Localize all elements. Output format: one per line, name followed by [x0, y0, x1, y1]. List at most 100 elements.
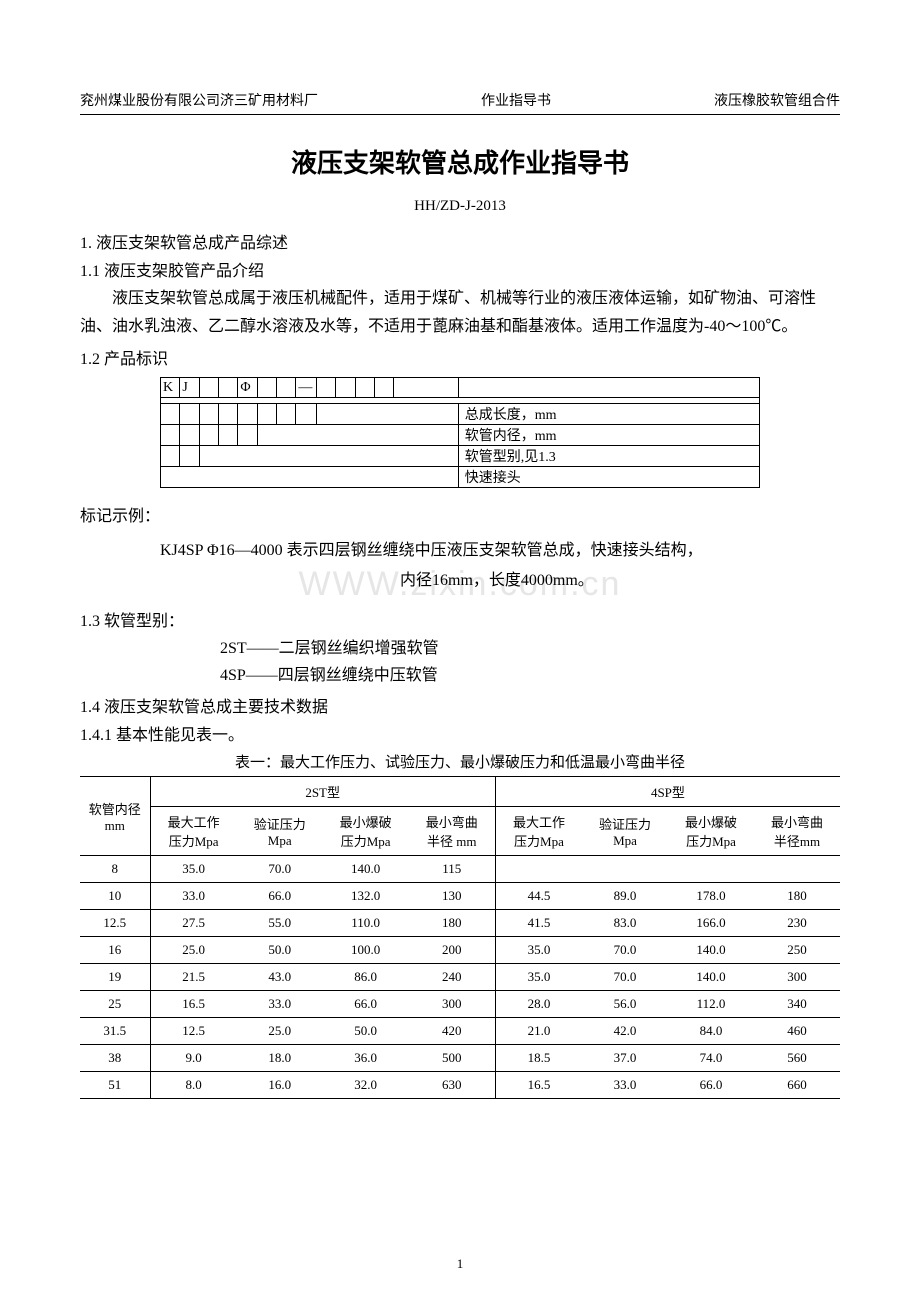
- section-1-4-1: 1.4.1 基本性能见表一。: [80, 721, 840, 745]
- th-2st-maxwork: 最大工作压力Mpa: [150, 807, 237, 856]
- table-cell: 16.0: [237, 1072, 323, 1099]
- table-cell: 74.0: [668, 1045, 754, 1072]
- table-cell: 16.5: [495, 1072, 582, 1099]
- table-cell: 36.0: [323, 1045, 409, 1072]
- table-cell: 660: [754, 1072, 840, 1099]
- th-2st-verify: 验证压力Mpa: [237, 807, 323, 856]
- document-title: 液压支架软管总成作业指导书: [80, 143, 840, 180]
- table-row: 389.018.036.050018.537.074.0560: [80, 1045, 840, 1072]
- table-cell: 27.5: [150, 910, 237, 937]
- table-cell: 66.0: [668, 1072, 754, 1099]
- table-cell: 10: [80, 883, 150, 910]
- table-cell: [495, 856, 582, 883]
- table-cell: 33.0: [150, 883, 237, 910]
- th-4sp-bend: 最小弯曲半径mm: [754, 807, 840, 856]
- hose-type-list: 2ST——二层钢丝编织增强软管 4SP——四层钢丝缠绕中压软管: [220, 635, 840, 689]
- mark-cell-k: K: [161, 378, 180, 398]
- table-row: 1033.066.0132.013044.589.0178.0180: [80, 883, 840, 910]
- table-cell: 42.0: [582, 1018, 668, 1045]
- table-cell: 178.0: [668, 883, 754, 910]
- table-cell: 12.5: [150, 1018, 237, 1045]
- table-cell: 340: [754, 991, 840, 1018]
- table-cell: 50.0: [237, 937, 323, 964]
- intro-paragraph: 液压支架软管总成属于液压机械配件，适用于煤矿、机械等行业的液压液体运输，如矿物油…: [80, 285, 840, 341]
- table-cell: 84.0: [668, 1018, 754, 1045]
- table-row: 12.527.555.0110.018041.583.0166.0230: [80, 910, 840, 937]
- table-cell: 230: [754, 910, 840, 937]
- table-cell: 25: [80, 991, 150, 1018]
- table-cell: 33.0: [582, 1072, 668, 1099]
- header-center: 作业指导书: [481, 90, 551, 110]
- table-cell: 180: [754, 883, 840, 910]
- table-cell: 180: [409, 910, 496, 937]
- table-cell: 300: [409, 991, 496, 1018]
- section-1-1: 1.1 液压支架胶管产品介绍: [80, 257, 840, 281]
- table-cell: 28.0: [495, 991, 582, 1018]
- table-cell: 83.0: [582, 910, 668, 937]
- th-4sp-burst: 最小爆破压力Mpa: [668, 807, 754, 856]
- table-cell: [754, 856, 840, 883]
- table-row: 518.016.032.063016.533.066.0660: [80, 1072, 840, 1099]
- table-row: 1625.050.0100.020035.070.0140.0250: [80, 937, 840, 964]
- section-1-3: 1.3 软管型别：: [80, 607, 840, 631]
- table-cell: 86.0: [323, 964, 409, 991]
- table-cell: 89.0: [582, 883, 668, 910]
- table-cell: 112.0: [668, 991, 754, 1018]
- table-cell: 12.5: [80, 910, 150, 937]
- table-cell: 33.0: [237, 991, 323, 1018]
- table-cell: 50.0: [323, 1018, 409, 1045]
- table-cell: 500: [409, 1045, 496, 1072]
- table-cell: 140.0: [668, 964, 754, 991]
- mark-label-type: 软管型别,见1.3: [458, 446, 759, 467]
- table-row: 835.070.0140.0115: [80, 856, 840, 883]
- table-cell: 560: [754, 1045, 840, 1072]
- example-line-2: 内径16mm，长度4000mm。: [400, 566, 840, 596]
- mark-label-inner-dia: 软管内径，mm: [458, 425, 759, 446]
- table-cell: 70.0: [237, 856, 323, 883]
- table-cell: 200: [409, 937, 496, 964]
- table-cell: 38: [80, 1045, 150, 1072]
- table-cell: 300: [754, 964, 840, 991]
- page-header: 兖州煤业股份有限公司济三矿用材料厂 作业指导书 液压橡胶软管组合件: [80, 90, 840, 115]
- table-cell: 140.0: [668, 937, 754, 964]
- section-1-2: 1.2 产品标识: [80, 345, 840, 369]
- table-cell: 18.0: [237, 1045, 323, 1072]
- table-cell: 35.0: [495, 937, 582, 964]
- table-cell: 55.0: [237, 910, 323, 937]
- th-diameter: 软管内径mm: [80, 777, 150, 856]
- table-cell: 140.0: [323, 856, 409, 883]
- th-group-4sp: 4SP型: [495, 777, 840, 807]
- th-4sp-maxwork: 最大工作压力Mpa: [495, 807, 582, 856]
- header-right: 液压橡胶软管组合件: [714, 90, 840, 110]
- type-4sp: 4SP——四层钢丝缠绕中压软管: [220, 662, 840, 689]
- table-cell: 420: [409, 1018, 496, 1045]
- table-1-performance: 软管内径mm 2ST型 4SP型 最大工作压力Mpa 验证压力Mpa 最小爆破压…: [80, 776, 840, 1099]
- type-2st: 2ST——二层钢丝编织增强软管: [220, 635, 840, 662]
- table-cell: 19: [80, 964, 150, 991]
- table-cell: 41.5: [495, 910, 582, 937]
- section-1: 1. 液压支架软管总成产品综述: [80, 229, 840, 253]
- table-cell: 44.5: [495, 883, 582, 910]
- table-cell: 37.0: [582, 1045, 668, 1072]
- table-cell: 460: [754, 1018, 840, 1045]
- table-cell: 16: [80, 937, 150, 964]
- table-cell: 166.0: [668, 910, 754, 937]
- table-cell: 132.0: [323, 883, 409, 910]
- table-cell: 66.0: [323, 991, 409, 1018]
- table-cell: 8.0: [150, 1072, 237, 1099]
- page-number: 1: [457, 1256, 464, 1272]
- table-cell: 100.0: [323, 937, 409, 964]
- table-cell: 35.0: [495, 964, 582, 991]
- table-cell: 250: [754, 937, 840, 964]
- table-cell: 35.0: [150, 856, 237, 883]
- table-cell: 16.5: [150, 991, 237, 1018]
- table-cell: 630: [409, 1072, 496, 1099]
- table-cell: 9.0: [150, 1045, 237, 1072]
- table-cell: 56.0: [582, 991, 668, 1018]
- table-cell: 70.0: [582, 964, 668, 991]
- table-cell: 240: [409, 964, 496, 991]
- table-cell: 43.0: [237, 964, 323, 991]
- table-cell: 51: [80, 1072, 150, 1099]
- section-1-4: 1.4 液压支架软管总成主要技术数据: [80, 693, 840, 717]
- table-cell: 115: [409, 856, 496, 883]
